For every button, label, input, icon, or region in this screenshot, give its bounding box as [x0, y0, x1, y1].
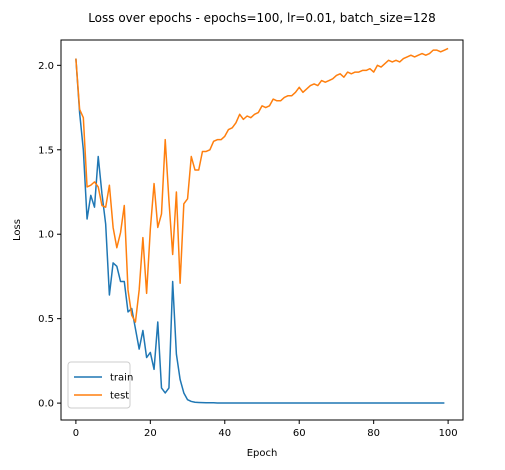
series-line-test [75, 47, 449, 323]
y-tick-label: 1.0 [38, 230, 54, 241]
x-tick-label: 60 [293, 428, 306, 439]
y-tick-label: 0.5 [38, 314, 54, 325]
x-axis-title: Epoch [247, 448, 278, 459]
legend-box [67, 361, 131, 409]
x-tick-label: 100 [439, 428, 458, 439]
y-tick-label: 1.5 [38, 145, 54, 156]
x-axis-ticks: 0 20 40 60 80 100 [73, 420, 458, 439]
legend-label-train: train [110, 373, 133, 384]
y-tick-label: 0.0 [38, 399, 54, 410]
plot-frame [60, 39, 464, 421]
series-line-train [75, 58, 445, 404]
x-tick-label: 20 [144, 428, 157, 439]
y-axis-ticks: 0.0 0.5 1.0 1.5 2.0 [38, 61, 61, 410]
plot-area [60, 39, 464, 421]
series-layer [75, 47, 449, 404]
chart-title: Loss over epochs - epochs=100, lr=0.01, … [88, 11, 436, 25]
x-tick-label: 40 [218, 428, 231, 439]
x-tick-label: 80 [367, 428, 380, 439]
legend-label-test: test [110, 391, 129, 402]
legend: train test [67, 361, 133, 409]
y-axis-title: Loss [12, 219, 23, 241]
y-tick-label: 2.0 [38, 61, 54, 72]
x-tick-label: 0 [73, 428, 79, 439]
